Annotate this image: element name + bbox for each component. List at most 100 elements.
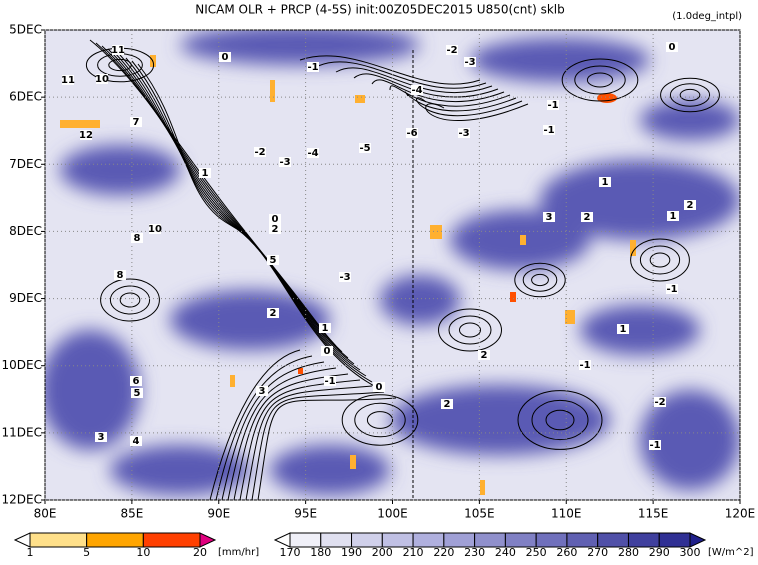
colorbar-tick-label: 250 (526, 546, 547, 559)
contour-label: 1 (670, 211, 677, 222)
y-tick-label: 8DEC (9, 224, 42, 238)
contour-line (221, 361, 325, 500)
contour-label-bg (464, 57, 476, 67)
contour-line (233, 373, 349, 500)
contour-label-bg (617, 324, 629, 334)
x-tick-label: 80E (34, 507, 57, 521)
contour-label-bg (373, 382, 385, 392)
contour-line (574, 65, 626, 95)
contour-label: 3 (98, 432, 105, 443)
contour-label: 1 (322, 323, 329, 334)
contour-label: 1 (202, 168, 209, 179)
colorbar-tick-label: 180 (310, 546, 331, 559)
contour-line (438, 308, 502, 352)
contour-label: 7 (133, 117, 140, 128)
colorbar-tick-label: 260 (556, 546, 577, 559)
contour-label: -3 (458, 128, 469, 139)
colorbar-tick-label: 200 (372, 546, 393, 559)
contour-label: 5 (270, 255, 277, 266)
contour-label: 11 (111, 45, 125, 56)
colorbar-segment (535, 532, 568, 548)
contour-label: -3 (279, 157, 290, 168)
contour-label: -4 (307, 148, 318, 159)
colorbar-segment (381, 532, 414, 548)
contour-label-bg (478, 350, 490, 360)
contour-label: 11 (61, 75, 75, 86)
contour-line (227, 367, 337, 500)
contour-label: 2 (584, 212, 591, 223)
x-tick-label: 85E (120, 507, 143, 521)
contour-label-bg (599, 177, 611, 187)
contour-label: 1 (602, 177, 609, 188)
contour-line (215, 355, 313, 500)
contour-line (109, 285, 151, 315)
contour-line (679, 88, 701, 102)
colorbar-tick-label: 300 (680, 546, 701, 559)
contour-line (107, 48, 349, 359)
contour-label-bg (130, 376, 142, 386)
contour-label-bg (406, 128, 418, 138)
contour-line (389, 85, 511, 107)
contour-line (531, 273, 549, 287)
colorbar-segment (474, 532, 506, 548)
contour-label-bg (649, 440, 661, 450)
contour-label: -1 (649, 440, 660, 451)
contour-label-bg (131, 388, 143, 398)
contour-label-bg (654, 397, 666, 407)
contour-line (649, 252, 671, 268)
contour-label-bg (96, 74, 108, 84)
contour-label-bg (62, 75, 74, 85)
contour-label-bg (319, 323, 331, 333)
contour-line (639, 245, 681, 275)
contour-line (299, 55, 481, 85)
colorbar-tick-label: 280 (618, 546, 639, 559)
colorbar-tick-label: 230 (464, 546, 485, 559)
contour-label-bg (267, 255, 279, 265)
contour-label: 6 (133, 376, 140, 387)
x-tick-label: 120E (725, 507, 756, 521)
contour-label: -1 (666, 284, 677, 295)
contour-label: -1 (543, 125, 554, 136)
contour-label: 10 (148, 224, 162, 235)
contour-line (522, 268, 558, 292)
contour-label: 0 (376, 382, 383, 393)
contour-label: -1 (307, 62, 318, 73)
contour-line (354, 402, 406, 438)
contour-label-bg (543, 212, 555, 222)
contour-label: -6 (406, 128, 417, 139)
contour-line (137, 63, 379, 389)
contour-label: 4 (133, 436, 140, 447)
contour-label-bg (279, 157, 291, 167)
colorbar-segment (86, 532, 144, 548)
contour-line (531, 399, 589, 441)
contour-label-bg (114, 270, 126, 280)
colorbar-tick-label: 240 (495, 546, 516, 559)
colorbar-segment (504, 532, 537, 548)
colorbar-segment (443, 532, 476, 548)
chart-title: NICAM OLR + PRCP (4-5S) init:00Z05DEC201… (195, 3, 565, 17)
colorbar-tick-label: 190 (341, 546, 362, 559)
contour-label: 1 (620, 324, 627, 335)
contour-label-bg (458, 128, 470, 138)
colorbar-tick-label: 220 (433, 546, 454, 559)
contour-line (119, 54, 361, 371)
colorbar-segment (351, 532, 383, 548)
y-tick-label: 11DEC (2, 425, 42, 439)
contour-line (366, 411, 394, 429)
contour-label: 0 (324, 346, 331, 357)
contour-line (251, 391, 385, 500)
contour-label-bg (199, 168, 211, 178)
x-tick-label: 95E (294, 507, 317, 521)
contour-label-bg (219, 52, 231, 62)
contour-label-bg (441, 399, 453, 409)
contour-label-bg (321, 346, 333, 356)
contour-label-bg (307, 148, 319, 158)
contour-line (95, 42, 337, 347)
contour-label: -3 (339, 272, 350, 283)
contour-label: -1 (324, 376, 335, 387)
contour-line (404, 91, 517, 112)
colorbar-arrow (13, 532, 31, 548)
contour-label-bg (666, 284, 678, 294)
colorbar-segment (658, 532, 691, 548)
contour-label-bg (543, 125, 555, 135)
